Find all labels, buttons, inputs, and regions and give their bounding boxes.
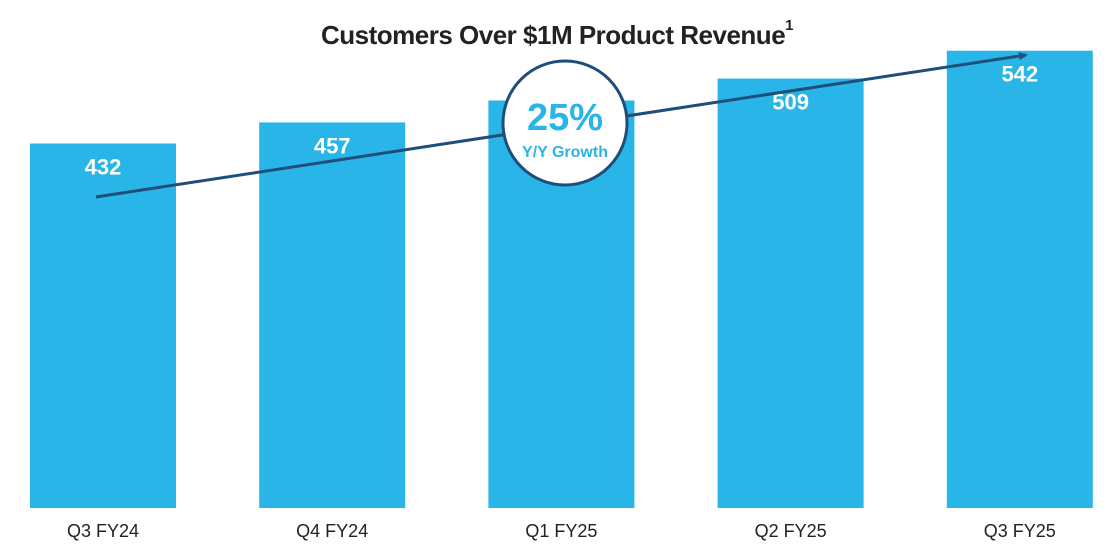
bar-value-label: 457 xyxy=(314,133,351,158)
growth-label: Y/Y Growth xyxy=(522,144,608,161)
bar-q3-fy24 xyxy=(30,143,176,508)
bar-q2-fy25 xyxy=(717,78,864,508)
chart-title: Customers Over $1M Product Revenue1 xyxy=(0,17,1114,51)
bar-value-label: 542 xyxy=(1001,62,1038,87)
bar-q4-fy24 xyxy=(259,122,406,508)
bar-q3-fy25 xyxy=(946,50,1093,508)
x-tick-label: Q1 FY25 xyxy=(525,521,597,541)
x-tick-label: Q3 FY24 xyxy=(67,521,139,541)
x-tick-label: Q4 FY24 xyxy=(296,521,368,541)
chart-title-text: Customers Over $1M Product Revenue xyxy=(321,20,786,50)
growth-percentage: 25% xyxy=(527,97,603,139)
bar-value-label: 432 xyxy=(85,155,122,180)
title-footnote-marker: 1 xyxy=(785,17,793,34)
trend-group: 25% Y/Y Growth xyxy=(95,52,1028,199)
x-tick-label: Q3 FY25 xyxy=(984,521,1056,541)
x-tick-label: Q2 FY25 xyxy=(755,521,827,541)
growth-badge xyxy=(501,59,629,187)
